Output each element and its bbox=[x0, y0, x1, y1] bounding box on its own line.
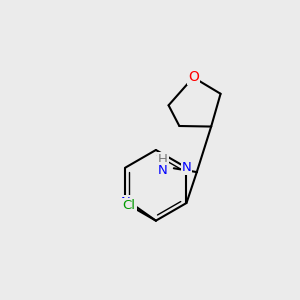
Text: N: N bbox=[182, 161, 191, 174]
Text: N: N bbox=[120, 196, 130, 209]
Text: H: H bbox=[158, 153, 168, 166]
Text: O: O bbox=[188, 70, 199, 84]
Text: N: N bbox=[158, 164, 168, 176]
Text: Cl: Cl bbox=[123, 199, 136, 212]
